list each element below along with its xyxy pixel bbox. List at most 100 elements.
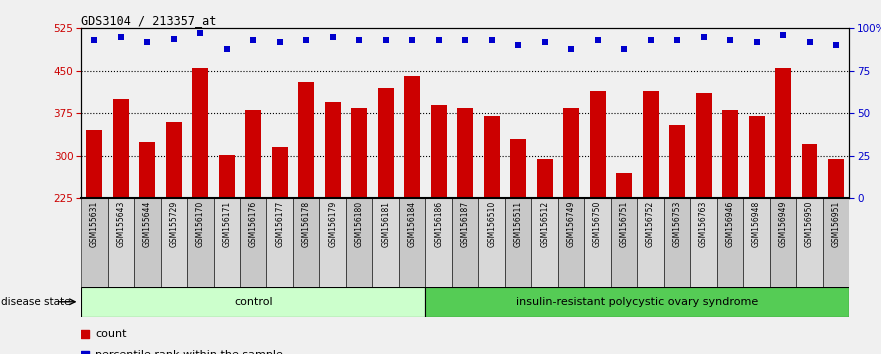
Bar [113,99,129,198]
Bar [664,198,691,287]
Bar [139,142,155,198]
Point [458,38,472,43]
Bar [744,198,770,287]
Bar [431,105,447,198]
Bar [320,198,346,287]
Bar [563,108,579,198]
Bar [722,110,738,198]
Text: GSM156753: GSM156753 [672,201,682,247]
Point [405,38,419,43]
Text: GSM156951: GSM156951 [832,201,840,247]
Bar [404,76,420,198]
Bar [584,198,611,287]
Bar [696,93,712,198]
Bar [642,91,659,198]
Text: count: count [95,329,127,339]
Text: GSM156178: GSM156178 [301,201,311,247]
Bar [770,198,796,287]
Point [776,32,790,38]
Text: GSM156186: GSM156186 [434,201,443,247]
Bar [691,198,717,287]
Point [193,30,207,36]
Bar [426,287,849,317]
Bar [717,198,744,287]
Bar [325,102,341,198]
Text: disease state: disease state [1,297,70,307]
Text: GSM156171: GSM156171 [222,201,231,247]
Bar [531,198,558,287]
Text: GSM156184: GSM156184 [408,201,417,247]
Point [300,38,314,43]
Text: percentile rank within the sample: percentile rank within the sample [95,350,283,354]
Point [803,39,817,45]
Bar [796,198,823,287]
Point [670,38,685,43]
Text: control: control [234,297,272,307]
Bar [457,108,473,198]
Text: GSM156179: GSM156179 [329,201,337,247]
Text: GSM156948: GSM156948 [752,201,761,247]
Bar [346,198,373,287]
Bar [81,198,107,287]
Text: GSM156950: GSM156950 [805,201,814,247]
Text: GSM156170: GSM156170 [196,201,204,247]
Point [273,39,287,45]
Point [114,34,128,40]
Bar [802,144,818,198]
Point [829,42,843,48]
Bar [86,130,102,198]
Point [326,34,340,40]
Bar [271,147,288,198]
Text: GSM156187: GSM156187 [461,201,470,247]
Bar [478,198,505,287]
Bar [823,198,849,287]
Bar [510,139,526,198]
Text: GSM156180: GSM156180 [355,201,364,247]
Bar [299,82,315,198]
Point [379,38,393,43]
Point [87,38,101,43]
Point [537,39,552,45]
Text: GSM156763: GSM156763 [700,201,708,247]
Text: GSM156512: GSM156512 [540,201,549,247]
Text: GSM156946: GSM156946 [726,201,735,247]
Bar [81,287,426,317]
Bar [187,198,213,287]
Bar [484,116,500,198]
Bar [293,198,320,287]
Bar [558,198,584,287]
Bar [828,159,844,198]
Point [282,75,296,81]
Point [432,38,446,43]
Point [750,39,764,45]
Bar [373,198,399,287]
Bar [537,159,552,198]
Text: GSM155631: GSM155631 [90,201,99,247]
Bar [192,68,208,198]
Point [485,38,499,43]
Bar [452,198,478,287]
Text: GSM155644: GSM155644 [143,201,152,247]
Bar [505,198,531,287]
Bar [134,198,160,287]
Bar [213,198,240,287]
Point [219,46,233,52]
Bar [166,122,181,198]
Bar [399,198,426,287]
Point [246,38,260,43]
Text: GSM156511: GSM156511 [514,201,522,247]
Text: GSM156749: GSM156749 [566,201,575,247]
Point [723,38,737,43]
Bar [240,198,266,287]
Bar [616,173,632,198]
Bar [611,198,637,287]
Point [352,38,366,43]
Point [511,42,525,48]
Text: GSM156181: GSM156181 [381,201,390,247]
Text: GSM156949: GSM156949 [779,201,788,247]
Text: GSM156177: GSM156177 [275,201,285,247]
Text: GSM156751: GSM156751 [619,201,629,247]
Point [140,39,154,45]
Text: GSM155729: GSM155729 [169,201,178,247]
Text: GSM156750: GSM156750 [593,201,602,247]
